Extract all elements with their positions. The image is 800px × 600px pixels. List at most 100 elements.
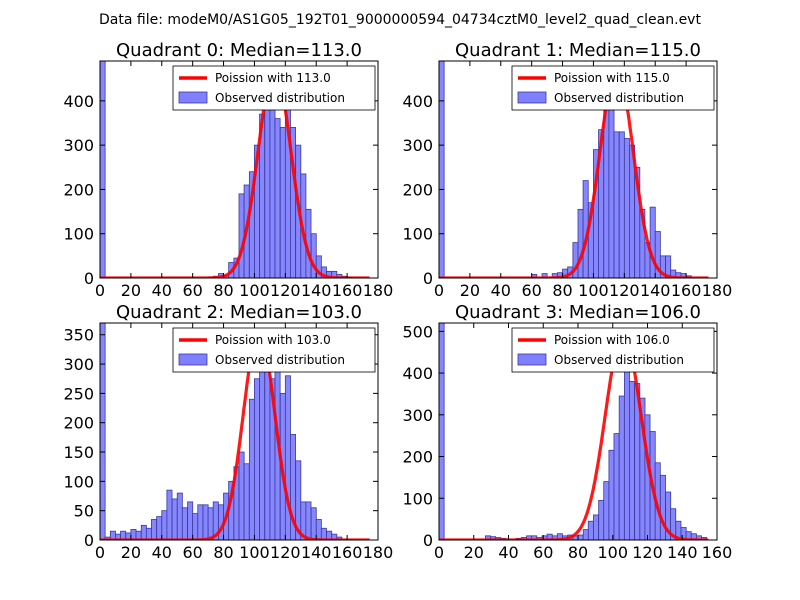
histogram-bar (608, 449, 615, 540)
histogram-bar (577, 208, 584, 278)
x-tick-label: 80 (213, 281, 233, 300)
x-tick-label: 100 (578, 281, 609, 300)
x-tick-label: 120 (632, 543, 663, 562)
histogram-bar (187, 501, 194, 540)
legend-fit-label: Poission with 103.0 (215, 333, 331, 347)
histogram-bar (623, 138, 630, 278)
histogram-bar (269, 102, 276, 278)
x-tick-label: 160 (671, 281, 702, 300)
histogram-bar (197, 504, 204, 540)
x-tick-label: 20 (464, 543, 484, 562)
poisson-fit-line (100, 328, 370, 540)
legend-hist-swatch (517, 91, 547, 104)
y-tick-label: 200 (402, 448, 433, 467)
y-tick-label: 200 (63, 180, 94, 199)
x-tick-label: 160 (702, 543, 733, 562)
y-tick-label: 100 (63, 472, 94, 491)
histogram-bar (145, 527, 152, 540)
legend-hist-label: Observed distribution (215, 353, 345, 367)
y-tick-label: 200 (402, 180, 433, 199)
x-tick-label: 0 (434, 281, 444, 300)
histogram-bar (629, 381, 635, 540)
histogram-bar (623, 360, 630, 540)
y-tick-label: 300 (402, 406, 433, 425)
histogram-bar (100, 61, 106, 278)
histogram-bar (274, 118, 281, 278)
legend-hist-label: Observed distribution (554, 91, 684, 105)
panel-quadrant-3: 0 20 40 60 80 100 120 140 1600100200300400500Qua… (402, 302, 732, 562)
histogram-bar (665, 255, 672, 278)
y-tick-label: 350 (63, 326, 94, 345)
histogram-bar (649, 206, 656, 278)
x-tick-label: 100 (597, 543, 628, 562)
y-tick-label: 150 (63, 443, 94, 462)
y-tick-label: 0 (84, 531, 94, 550)
x-tick-label: 160 (332, 281, 363, 300)
y-tick-label: 100 (402, 225, 433, 244)
histogram-bar (176, 492, 183, 540)
x-tick-label: 140 (301, 543, 332, 562)
x-tick-label: 40 (152, 543, 172, 562)
x-tick-label: 180 (702, 281, 733, 300)
histogram-bar (587, 520, 594, 540)
figure-suptitle: Data file: modeM0/AS1G05_192T01_90000005… (99, 12, 701, 28)
histogram-bar (181, 507, 188, 540)
x-tick-label: 180 (363, 543, 394, 562)
legend: Poission with 103.0 Observed distribution (172, 327, 376, 373)
y-tick-label: 400 (402, 364, 433, 383)
y-tick-label: 100 (402, 489, 433, 508)
histogram-bar (439, 61, 445, 278)
panel-quadrant-0: 0 20 40 60 80 100 120 140 160 1800100200300400Qua… (63, 40, 393, 300)
y-tick-label: 500 (402, 322, 433, 341)
histogram-bar (264, 91, 271, 278)
axes-frame (438, 60, 718, 279)
x-tick-label: 140 (640, 281, 671, 300)
x-tick-label: 60 (533, 543, 553, 562)
axes-frame (99, 322, 379, 541)
histogram-bar (577, 534, 584, 540)
x-tick-label: 140 (667, 543, 698, 562)
x-tick-label: 40 (152, 281, 172, 300)
histogram-bar (659, 474, 666, 540)
histogram-bar (618, 395, 625, 540)
x-tick-label: 0 (434, 543, 444, 562)
histogram-bar (305, 501, 312, 540)
x-tick-label: 160 (332, 543, 363, 562)
x-tick-label: 100 (239, 281, 270, 300)
y-tick-label: 50 (74, 502, 94, 521)
histogram-bar (166, 489, 173, 540)
legend-hist-swatch (178, 353, 208, 366)
histogram-bar (248, 398, 255, 540)
y-tick-label: 400 (402, 92, 433, 111)
panels: 0 20 40 60 80 100 120 140 160 1800100200300400Qua… (63, 40, 732, 562)
y-tick-label: 0 (423, 269, 433, 288)
legend-fit-label: Poission with 113.0 (215, 71, 331, 85)
panel-title: Quadrant 3: Median=106.0 (455, 302, 701, 323)
poisson-fit-line (439, 66, 709, 278)
y-tick-label: 200 (63, 414, 94, 433)
histogram-bar (582, 529, 589, 540)
histogram-bar (171, 498, 178, 540)
legend-hist-swatch (178, 91, 208, 104)
x-tick-label: 80 (568, 543, 588, 562)
histogram-bar (598, 499, 605, 540)
legend-hist-label: Observed distribution (554, 353, 684, 367)
histogram-bar (254, 378, 260, 540)
panel-title: Quadrant 0: Median=113.0 (116, 40, 362, 61)
histogram-bars (100, 61, 353, 278)
x-tick-label: 100 (239, 543, 270, 562)
poisson-fit-line (439, 332, 709, 540)
histogram-bar (140, 524, 147, 540)
histogram-bar (315, 519, 322, 540)
legend: Poission with 106.0 Observed distribution (511, 327, 715, 373)
legend-hist-label: Observed distribution (215, 91, 345, 105)
x-tick-label: 120 (609, 281, 640, 300)
histogram-bar (192, 513, 199, 540)
panel-quadrant-1: 0 20 40 60 80 100 120 140 160 1800100200300400Qua… (402, 40, 732, 300)
x-tick-label: 60 (182, 543, 202, 562)
y-tick-label: 250 (63, 384, 94, 403)
x-tick-label: 60 (182, 281, 202, 300)
x-tick-label: 0 (95, 281, 105, 300)
y-tick-label: 0 (84, 269, 94, 288)
